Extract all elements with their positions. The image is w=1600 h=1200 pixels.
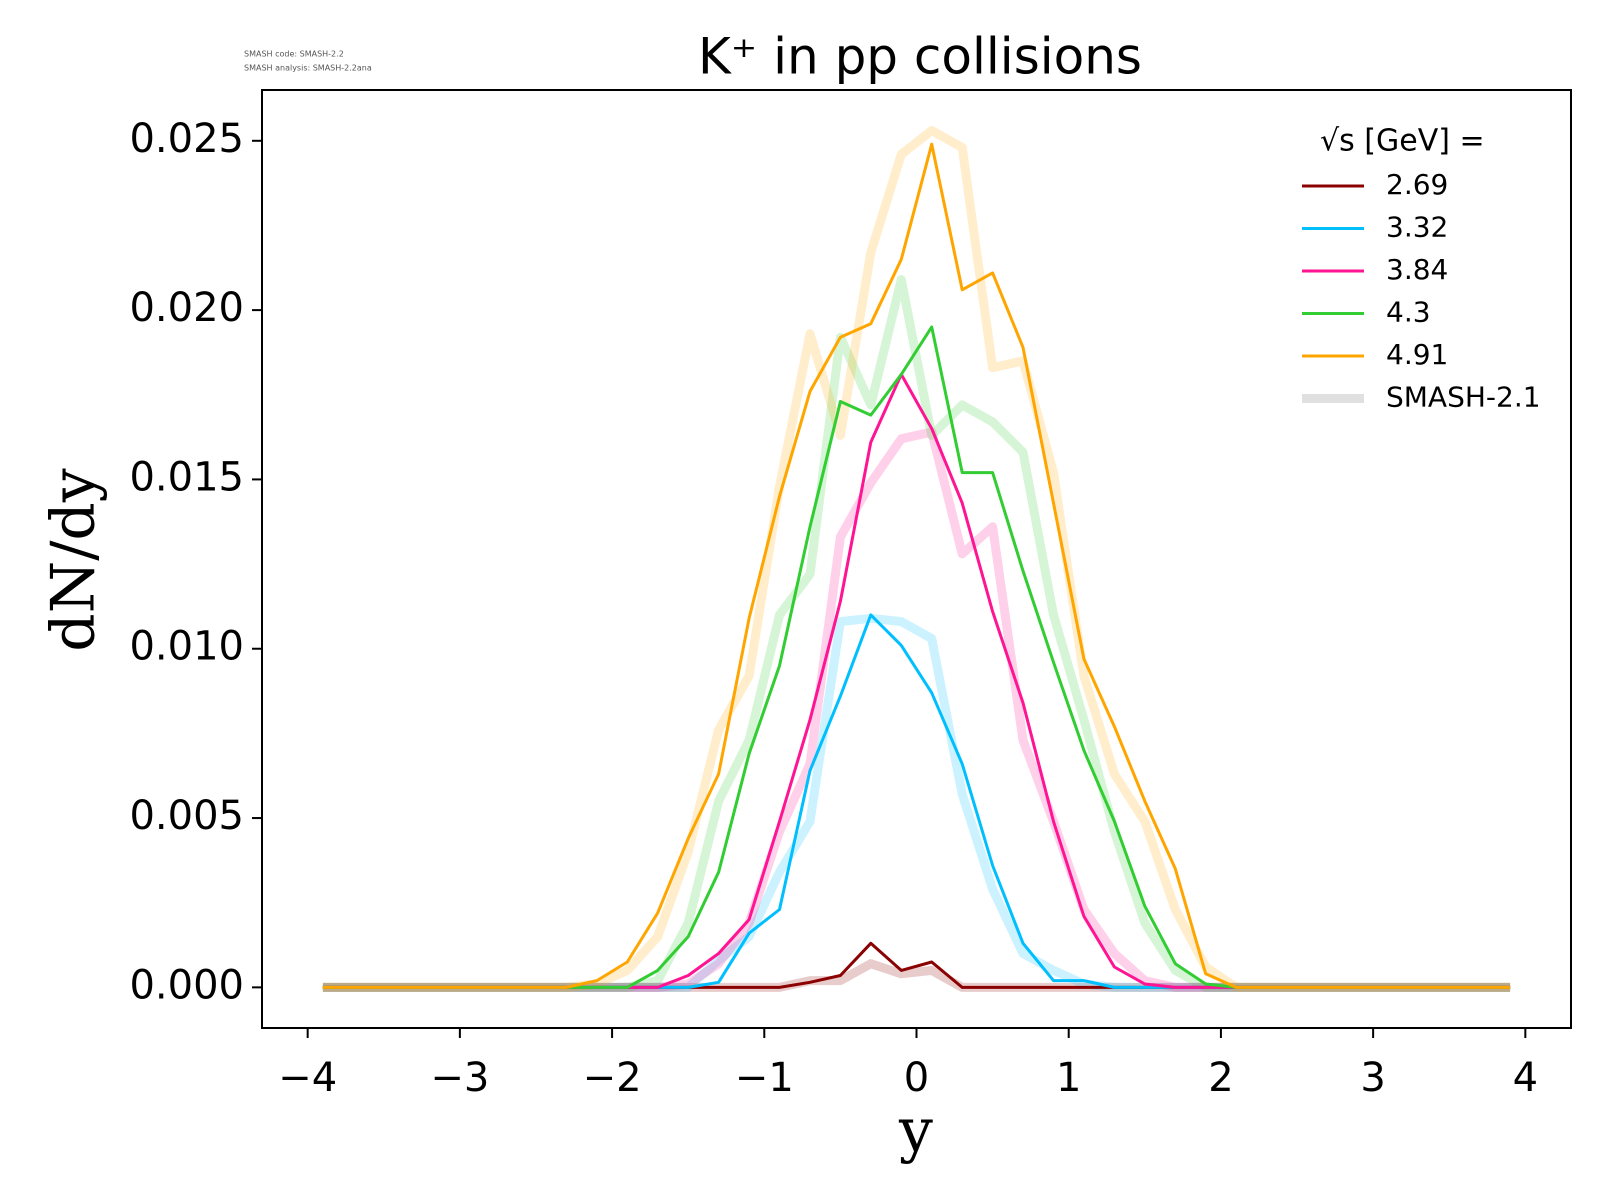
x-tick-label: 1 [1056, 1055, 1081, 1101]
y-axis-label: dN/dy [39, 468, 109, 652]
x-tick-label: −3 [430, 1055, 489, 1101]
y-tick-label: 0.005 [129, 793, 244, 839]
series-line [322, 325, 1511, 989]
legend-label: 4.3 [1386, 296, 1431, 329]
legend-label: 4.91 [1386, 338, 1448, 371]
reference-line [322, 613, 1511, 992]
legend-label: SMASH-2.1 [1386, 381, 1541, 414]
x-axis-label: y [898, 1096, 933, 1166]
legend-label: 2.69 [1386, 168, 1448, 201]
x-tick-label: −1 [735, 1055, 794, 1101]
y-tick-label: 0.010 [129, 624, 244, 670]
x-tick-label: 2 [1208, 1055, 1233, 1101]
y-tick-label: 0.025 [129, 116, 244, 162]
series-line [322, 372, 1511, 989]
legend-label: 3.32 [1386, 211, 1448, 244]
y-tick-label: 0.000 [129, 962, 244, 1008]
x-tick-label: 4 [1513, 1055, 1538, 1101]
reference-line [322, 427, 1511, 992]
x-tick-label: 3 [1360, 1055, 1385, 1101]
legend-title: √s [GeV] = [1320, 124, 1485, 159]
annotation: SMASH code: SMASH-2.2 [244, 50, 344, 59]
plot-frame [261, 89, 1572, 1029]
chart-title: K⁺ in pp collisions [698, 28, 1142, 86]
series-line [322, 941, 1511, 989]
y-tick-label: 0.020 [129, 285, 244, 331]
x-tick-label: 0 [904, 1055, 929, 1101]
series-line [322, 142, 1511, 989]
reference-line [322, 126, 1511, 992]
y-tick-label: 0.015 [129, 454, 244, 500]
x-tick-label: −2 [583, 1055, 642, 1101]
series-line [322, 613, 1511, 989]
x-tick-label: −4 [278, 1055, 337, 1101]
annotation: SMASH analysis: SMASH-2.2ana [244, 64, 372, 73]
legend-label: 3.84 [1386, 253, 1448, 286]
